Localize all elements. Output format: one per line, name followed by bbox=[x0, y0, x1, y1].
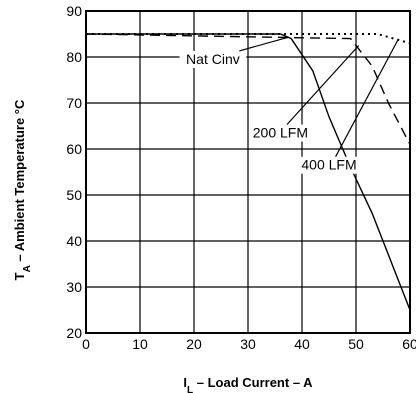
x-axis-label-sub: L bbox=[187, 385, 193, 393]
plot-frame bbox=[85, 10, 411, 334]
x-tick-label: 10 bbox=[132, 336, 148, 352]
y-axis-label: TA – Ambient Temperature °C bbox=[12, 99, 33, 280]
y-tick-label: 60 bbox=[66, 141, 82, 157]
x-tick-label: 40 bbox=[294, 336, 310, 352]
y-axis-label-main: T bbox=[12, 272, 27, 280]
x-tick-label: 20 bbox=[186, 336, 202, 352]
y-tick-label: 20 bbox=[66, 325, 82, 341]
x-axis-label-rest: – Load Current – A bbox=[193, 375, 313, 390]
series-lines bbox=[85, 33, 411, 311]
series-line-nat-cinv bbox=[86, 33, 411, 311]
annotation-leader bbox=[286, 45, 360, 125]
grid-lines bbox=[85, 10, 411, 334]
x-tick-label: 50 bbox=[348, 336, 364, 352]
y-axis-label-sub: A bbox=[22, 265, 33, 272]
y-tick-label: 40 bbox=[66, 233, 82, 249]
y-tick-label: 80 bbox=[66, 49, 82, 65]
series-line-400-lfm bbox=[86, 33, 411, 45]
x-tick-label: 0 bbox=[82, 336, 90, 352]
y-tick-label: 90 bbox=[66, 3, 82, 19]
annotation-bg bbox=[179, 50, 247, 68]
x-tick-labels: 0 10 20 30 40 50 60 bbox=[82, 336, 416, 352]
annotation-label: 200 LFM bbox=[253, 125, 308, 141]
y-tick-labels: 20 30 40 50 60 70 80 90 bbox=[66, 3, 82, 341]
annotation-bg bbox=[299, 156, 359, 174]
series-line-200-lfm bbox=[85, 33, 411, 145]
annotation-label: Nat Cinv bbox=[186, 51, 240, 67]
annotations: Nat Cinv 200 LFM 400 LFM bbox=[179, 36, 399, 174]
x-axis-label-main: I bbox=[183, 375, 187, 390]
annotation-bg bbox=[250, 124, 310, 142]
y-tick-label: 70 bbox=[66, 95, 82, 111]
x-tick-label: 30 bbox=[240, 336, 256, 352]
x-tick-label: 60 bbox=[402, 336, 416, 352]
annotation-leader bbox=[335, 39, 399, 157]
y-tick-label: 30 bbox=[66, 279, 82, 295]
annotation-label: 400 LFM bbox=[301, 157, 356, 173]
x-axis-label: IL – Load Current – A bbox=[183, 375, 313, 393]
annotation-leader bbox=[239, 36, 289, 52]
y-axis-label-rest: – Ambient Temperature °C bbox=[12, 99, 27, 265]
y-tick-label: 50 bbox=[66, 187, 82, 203]
